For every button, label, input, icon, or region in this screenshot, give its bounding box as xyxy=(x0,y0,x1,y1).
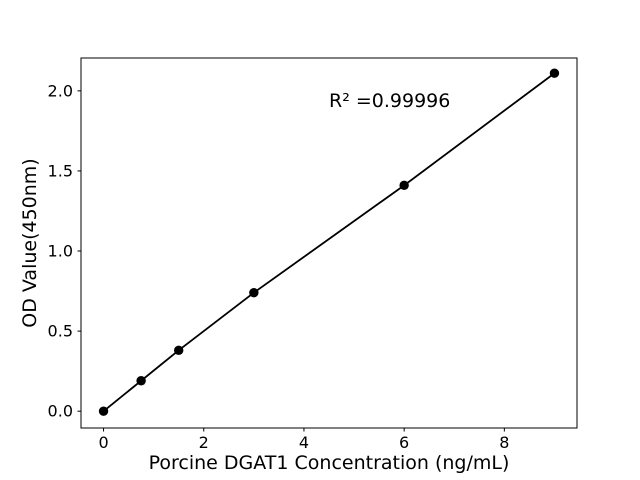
series-line xyxy=(102,72,556,413)
data-point xyxy=(136,376,146,386)
x-tick-label: 4 xyxy=(299,433,309,452)
r-squared-annotation: R² =0.99996 xyxy=(329,90,450,112)
x-tick-label: 8 xyxy=(499,433,509,452)
plot-area: 0 2 4 6 8 0.0 0.5 1.0 1.5 2.0 R² =0.99996 xyxy=(48,57,578,452)
data-point xyxy=(399,180,409,191)
x-tick-label: 2 xyxy=(199,433,209,452)
y-tick-label: 0.5 xyxy=(48,322,73,341)
data-point xyxy=(98,406,109,416)
x-axis-label: Porcine DGAT1 Concentration (ng/mL) xyxy=(149,452,510,474)
x-tick-label: 0 xyxy=(98,433,108,452)
y-tick-label: 1.0 xyxy=(48,242,73,261)
y-tick-label: 2.0 xyxy=(48,81,73,100)
y-axis-label: OD Value(450nm) xyxy=(19,158,41,327)
data-point xyxy=(173,345,184,356)
y-tick-label: 1.5 xyxy=(48,161,73,180)
data-point xyxy=(249,287,259,298)
axes-spines xyxy=(80,57,578,429)
y-tick-label: 0.0 xyxy=(48,402,73,421)
data-point xyxy=(549,68,560,78)
x-tick-label: 6 xyxy=(399,433,409,452)
